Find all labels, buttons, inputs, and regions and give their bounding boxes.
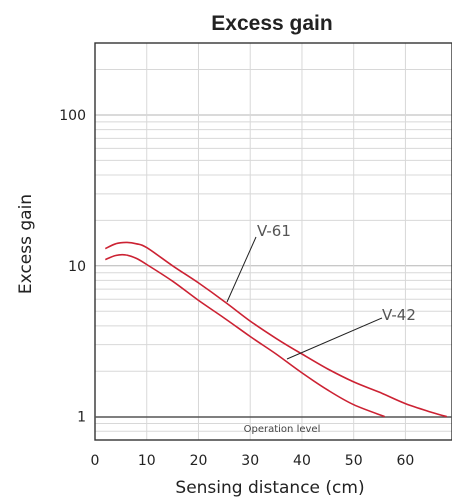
x-tick-label: 10 bbox=[138, 453, 156, 469]
grid bbox=[95, 42, 452, 441]
plot-area bbox=[94, 42, 452, 441]
x-axis-label: Sensing distance (cm) bbox=[175, 478, 364, 498]
x-tick-label: 0 bbox=[91, 453, 100, 469]
y-tick-label: 10 bbox=[68, 259, 86, 275]
x-tick-label: 50 bbox=[345, 453, 363, 469]
chart-title: Excess gain bbox=[211, 12, 332, 35]
x-tick-label: 20 bbox=[190, 453, 208, 469]
x-tick-label: 40 bbox=[293, 453, 311, 469]
operation-level-group: Operation level bbox=[95, 416, 452, 435]
series-label-v42: V-42 bbox=[382, 306, 416, 324]
y-tick-label: 1 bbox=[77, 410, 86, 426]
leader-v61 bbox=[226, 236, 257, 303]
x-tick-label: 30 bbox=[241, 453, 259, 469]
leader-v42 bbox=[286, 317, 383, 360]
series-line-v-42 bbox=[104, 253, 385, 418]
series-labels: V-61 V-42 bbox=[226, 222, 416, 360]
x-tick-label: 60 bbox=[397, 453, 415, 469]
tick-labels: 0 10 20 30 40 50 60 1 10 100 bbox=[59, 108, 414, 469]
y-axis-label: Excess gain bbox=[16, 194, 36, 294]
operation-level-label: Operation level bbox=[244, 424, 321, 435]
series-line-v-61 bbox=[104, 241, 448, 418]
series-label-v61: V-61 bbox=[257, 222, 291, 240]
y-tick-label: 100 bbox=[59, 108, 86, 124]
series-group bbox=[104, 241, 448, 418]
